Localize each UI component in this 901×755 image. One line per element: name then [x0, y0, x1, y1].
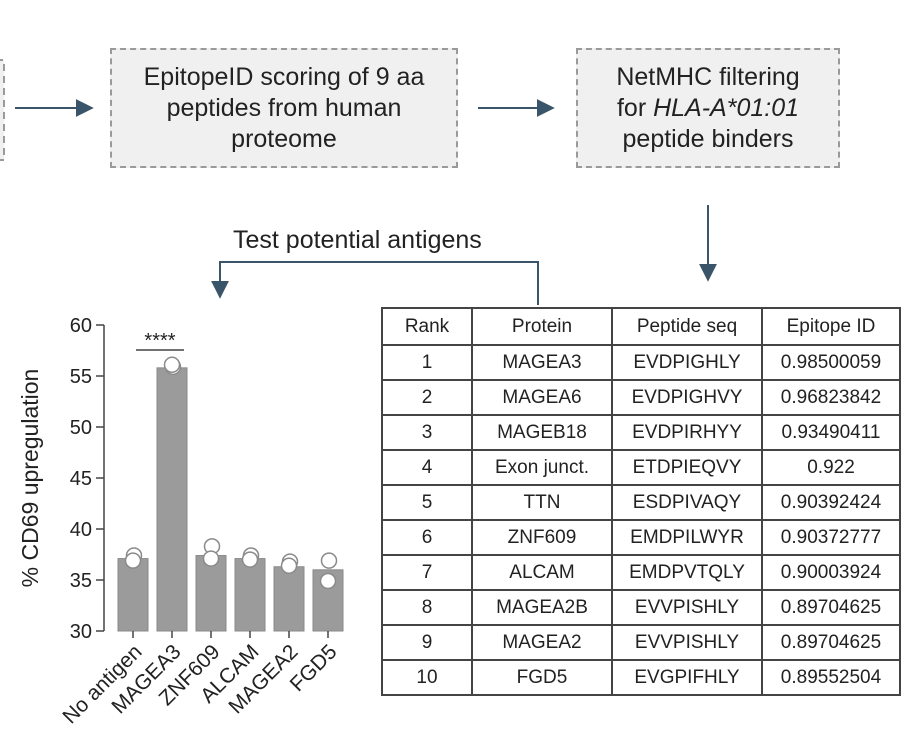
- bar: [195, 555, 227, 632]
- cell-epitope-id: 0.89552504: [761, 659, 901, 696]
- table-row: 4 Exon junct. ETDPIEQVY 0.922: [381, 449, 901, 486]
- box2-line-2: for HLA-A*01:01: [616, 93, 799, 124]
- cell-rank: 7: [381, 554, 473, 591]
- significance-label: ****: [144, 330, 175, 352]
- cell-rank: 1: [381, 344, 473, 381]
- header-rank: Rank: [381, 307, 473, 346]
- cell-epitope-id: 0.90392424: [761, 484, 901, 521]
- previous-step-box-edge: [0, 59, 5, 161]
- data-point: [124, 552, 142, 569]
- data-point: [280, 557, 298, 574]
- cell-epitope-id: 0.89704625: [761, 589, 901, 626]
- y-tick-label: 40: [70, 519, 92, 541]
- y-tick-label: 45: [70, 468, 92, 490]
- y-axis-label: % CD69 upregulation: [17, 369, 43, 588]
- cell-protein: Exon junct.: [471, 449, 613, 486]
- cell-epitope-id: 0.922: [761, 449, 901, 486]
- cell-peptide: EVDPIGHVY: [611, 379, 763, 416]
- table-row: 8 MAGEA2B EVVPISHLY 0.89704625: [381, 589, 901, 626]
- data-point: [320, 552, 338, 569]
- y-tick-label: 60: [70, 315, 92, 337]
- cell-rank: 4: [381, 449, 473, 486]
- cell-protein: TTN: [471, 484, 613, 521]
- cell-epitope-id: 0.90372777: [761, 519, 901, 556]
- box1-line-3: proteome: [231, 124, 337, 153]
- cell-rank: 3: [381, 414, 473, 451]
- cell-peptide: ESDPIVAQY: [611, 484, 763, 521]
- box2-line-3: peptide binders: [622, 124, 794, 153]
- table-row: 3 MAGEB18 EVDPIRHYY 0.93490411: [381, 414, 901, 451]
- cell-peptide: ETDPIEQVY: [611, 449, 763, 486]
- cell-protein: MAGEA6: [471, 379, 613, 416]
- cell-protein: MAGEA3: [471, 344, 613, 381]
- cell-rank: 9: [381, 624, 473, 661]
- header-peptide-seq: Peptide seq: [611, 307, 763, 346]
- bar: [273, 566, 305, 632]
- cell-peptide: EMDPILWYR: [611, 519, 763, 556]
- cell-epitope-id: 0.93490411: [761, 414, 901, 451]
- cell-peptide: EVGPIFHLY: [611, 659, 763, 696]
- cell-protein: ZNF609: [471, 519, 613, 556]
- cell-rank: 5: [381, 484, 473, 521]
- box1-line-1: EpitopeID scoring of 9 aa: [143, 62, 425, 91]
- arrow-test-antigens: [211, 261, 539, 305]
- cell-protein: MAGEB18: [471, 414, 613, 451]
- table-row: 9 MAGEA2 EVVPISHLY 0.89704625: [381, 624, 901, 661]
- data-point: [163, 356, 181, 374]
- cell-protein: FGD5: [471, 659, 613, 696]
- cell-epitope-id: 0.89704625: [761, 624, 901, 661]
- epitopeid-scoring-box: EpitopeID scoring of 9 aa peptides from …: [110, 48, 458, 168]
- bar: [234, 558, 266, 632]
- cell-peptide: EVVPISHLY: [611, 589, 763, 626]
- header-protein: Protein: [471, 307, 613, 346]
- table-header-row: Rank Protein Peptide seq Epitope ID: [381, 307, 901, 346]
- cell-rank: 8: [381, 589, 473, 626]
- header-epitope-id: Epitope ID: [761, 307, 901, 346]
- box2-line-1: NetMHC filtering: [616, 62, 800, 91]
- cell-rank: 2: [381, 379, 473, 416]
- cell-rank: 6: [381, 519, 473, 556]
- cell-peptide: EVVPISHLY: [611, 624, 763, 661]
- cell-epitope-id: 0.96823842: [761, 379, 901, 416]
- epitope-table: Rank Protein Peptide seq Epitope ID 1 MAG…: [381, 307, 901, 696]
- bar: [156, 367, 188, 632]
- y-tick-label: 55: [70, 366, 92, 388]
- cell-epitope-id: 0.90003924: [761, 554, 901, 591]
- y-tick-label: 30: [70, 621, 92, 643]
- cell-protein: MAGEA2B: [471, 589, 613, 626]
- bar: [117, 558, 149, 632]
- cell-peptide: EVDPIGHLY: [611, 344, 763, 381]
- cell-epitope-id: 0.98500059: [761, 344, 901, 381]
- data-point: [202, 550, 220, 567]
- box2-line-2-prefix: for: [616, 93, 654, 122]
- netmhc-filtering-box: NetMHC filtering for HLA-A*01:01 peptide…: [576, 48, 840, 168]
- table-row: 6 ZNF609 EMDPILWYR 0.90372777: [381, 519, 901, 556]
- table-row: 10 FGD5 EVGPIFHLY 0.89552504: [381, 659, 901, 696]
- cell-rank: 10: [381, 659, 473, 696]
- table-row: 1 MAGEA3 EVDPIGHLY 0.98500059: [381, 344, 901, 381]
- data-point: [241, 551, 259, 568]
- cell-peptide: EMDPVTQLY: [611, 554, 763, 591]
- y-tick-label: 35: [70, 570, 92, 592]
- y-tick-label: 50: [70, 417, 92, 439]
- cell-peptide: EVDPIRHYY: [611, 414, 763, 451]
- data-point: [319, 572, 337, 590]
- table-row: 2 MAGEA6 EVDPIGHVY 0.96823842: [381, 379, 901, 416]
- table-row: 7 ALCAM EMDPVTQLY 0.90003924: [381, 554, 901, 591]
- cell-protein: MAGEA2: [471, 624, 613, 661]
- box1-line-2: peptides from human: [166, 93, 402, 122]
- table-row: 5 TTN ESDPIVAQY 0.90392424: [381, 484, 901, 521]
- hla-allele: HLA-A*01:01: [653, 93, 800, 122]
- cell-protein: ALCAM: [471, 554, 613, 591]
- test-antigens-label: Test potential antigens: [233, 226, 482, 254]
